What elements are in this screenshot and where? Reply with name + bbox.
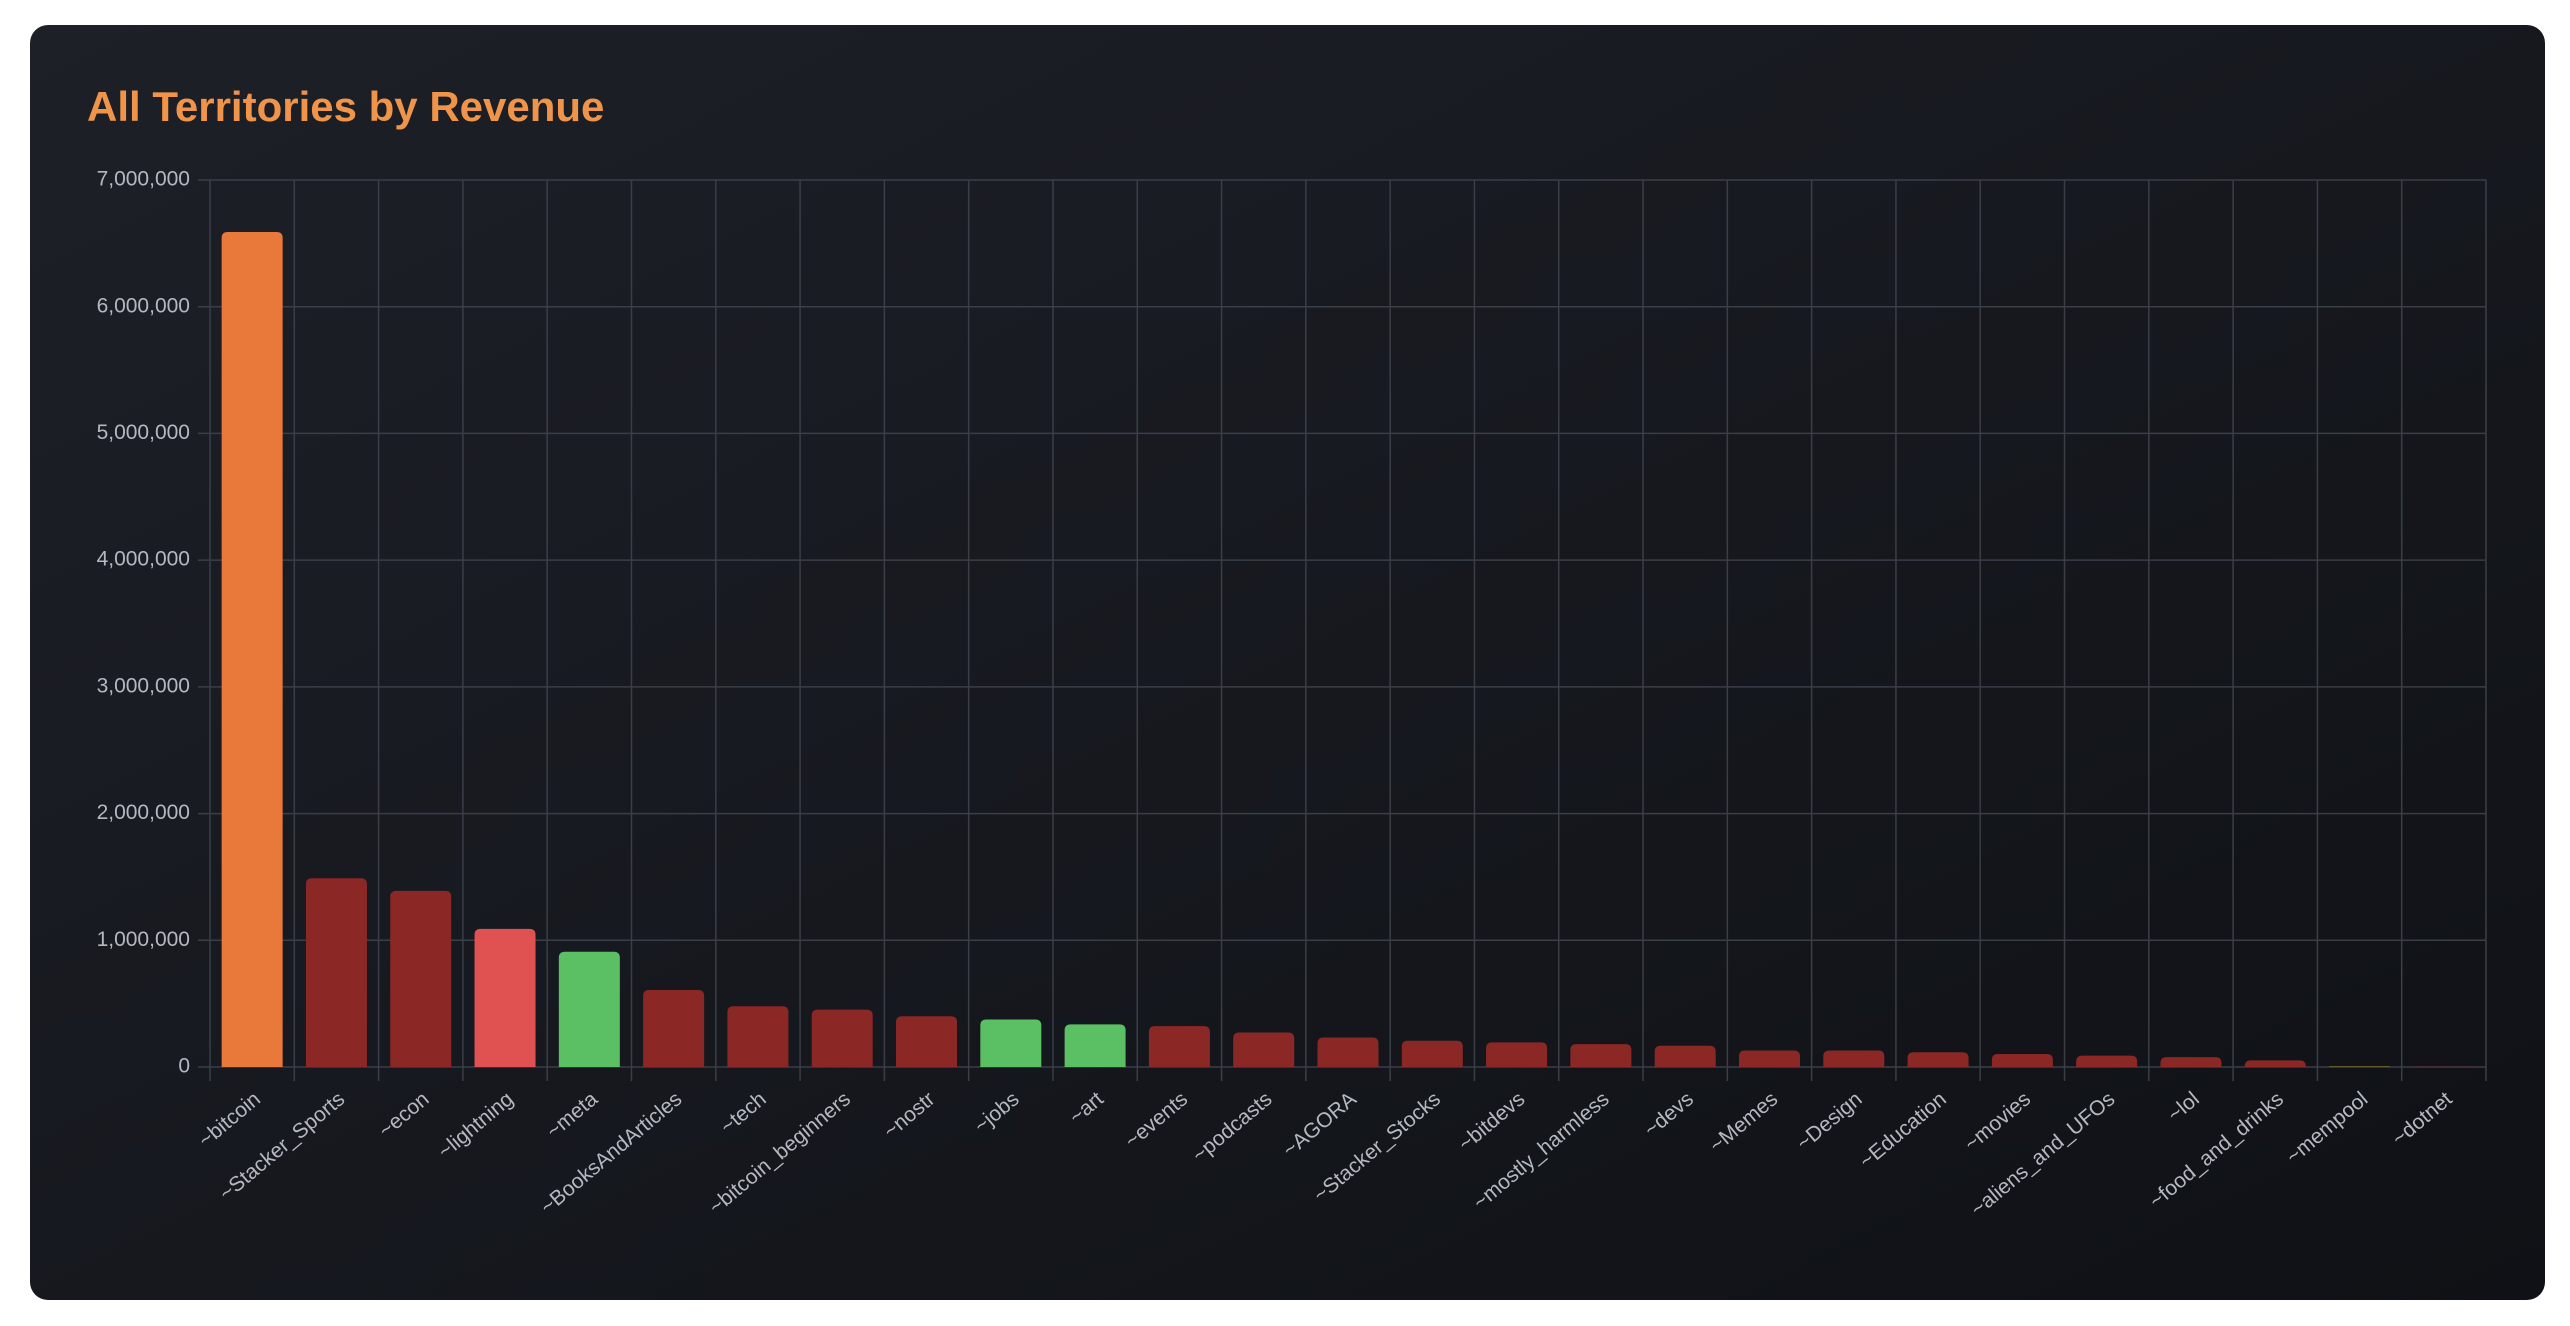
bar [1823,1050,1885,1067]
y-tick-label: 3,000,000 [97,674,190,697]
bar [474,928,536,1067]
bar [1738,1050,1800,1067]
bar [221,231,283,1067]
y-tick-label: 1,000,000 [97,928,190,951]
bar [390,890,452,1067]
y-tick-label: 0 [178,1055,190,1078]
bar [2329,1066,2391,1067]
bar [1233,1032,1295,1067]
bar [1317,1037,1379,1067]
bar [811,1009,873,1067]
bar [2076,1055,2138,1067]
bar [1064,1024,1126,1067]
bar [727,1006,789,1067]
chart-title: All Territories by Revenue [87,83,604,130]
y-tick-label: 5,000,000 [97,421,190,444]
bar [2244,1060,2306,1067]
bar [1654,1045,1716,1067]
bar [980,1019,1042,1067]
bar [558,951,620,1067]
bar [1401,1040,1463,1067]
bar [2160,1057,2222,1067]
bar [1570,1044,1632,1067]
bar [1991,1053,2053,1067]
y-tick-label: 6,000,000 [97,294,190,317]
bar [1148,1026,1210,1067]
y-tick-label: 7,000,000 [97,168,190,191]
y-tick-label: 4,000,000 [97,548,190,571]
bar [1907,1052,1969,1067]
card [30,25,2545,1300]
bar [305,878,367,1067]
bar [1486,1042,1548,1067]
y-tick-label: 2,000,000 [97,801,190,824]
bar [896,1016,958,1067]
bar [643,989,705,1067]
